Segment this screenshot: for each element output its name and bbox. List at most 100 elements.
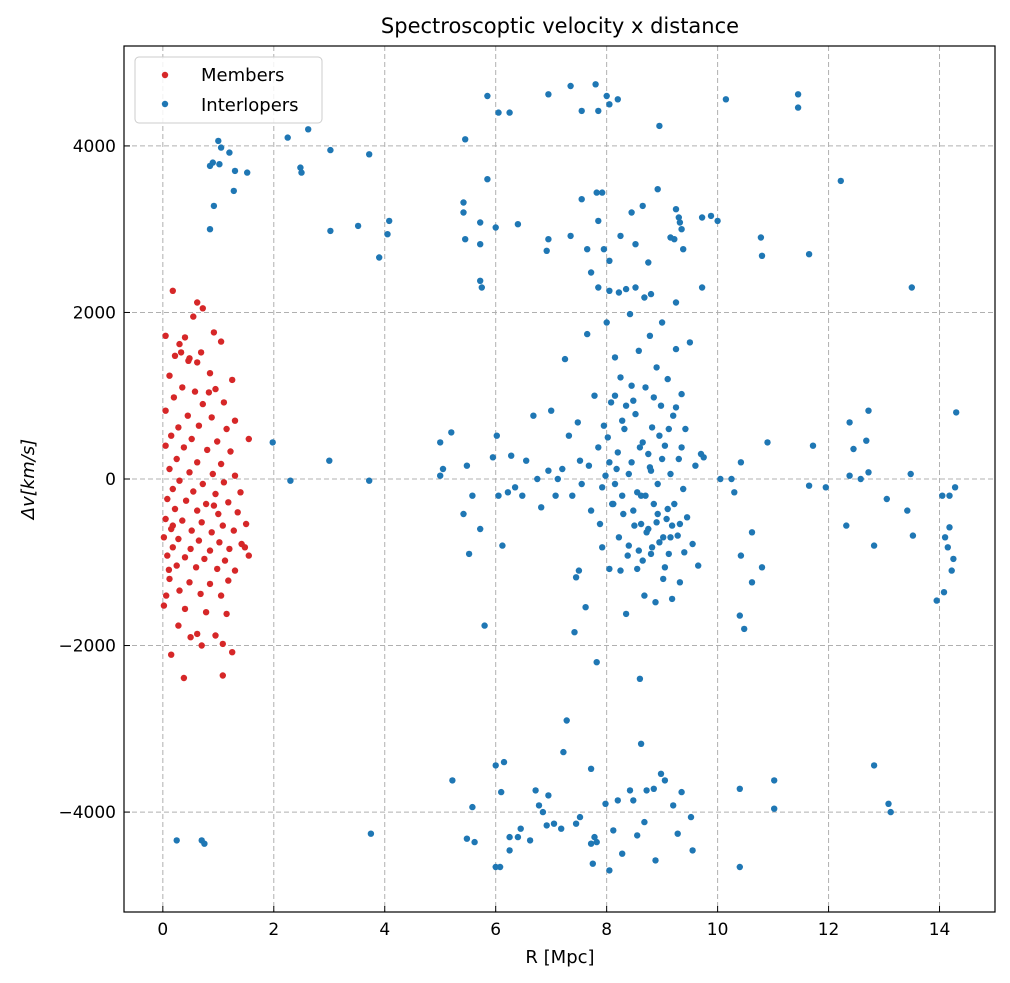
point-interlopers bbox=[572, 574, 580, 581]
point-interlopers bbox=[656, 122, 663, 130]
point-members bbox=[179, 517, 186, 524]
point-interlopers bbox=[376, 254, 383, 261]
point-interlopers bbox=[946, 492, 953, 499]
point-interlopers bbox=[231, 167, 239, 175]
point-members bbox=[162, 442, 169, 449]
point-interlopers bbox=[665, 425, 672, 433]
point-interlopers bbox=[297, 164, 304, 171]
point-interlopers bbox=[506, 833, 513, 841]
point-interlopers bbox=[366, 477, 373, 484]
point-interlopers bbox=[545, 792, 552, 799]
point-members bbox=[165, 566, 173, 573]
point-interlopers bbox=[576, 457, 584, 464]
point-interlopers bbox=[543, 247, 550, 254]
point-interlopers bbox=[645, 525, 652, 533]
point-interlopers bbox=[887, 808, 894, 816]
point-members bbox=[160, 534, 168, 541]
point-interlopers bbox=[837, 177, 844, 185]
point-interlopers bbox=[628, 209, 635, 216]
point-interlopers bbox=[484, 176, 491, 183]
point-members bbox=[215, 510, 222, 518]
point-interlopers bbox=[661, 777, 669, 784]
point-interlopers bbox=[575, 567, 583, 574]
point-members bbox=[160, 602, 168, 609]
point-interlopers bbox=[327, 146, 334, 154]
point-interlopers bbox=[951, 484, 959, 491]
point-interlopers bbox=[478, 284, 485, 291]
point-interlopers bbox=[626, 787, 634, 794]
point-interlopers bbox=[596, 520, 604, 528]
point-interlopers bbox=[665, 550, 672, 558]
point-interlopers bbox=[946, 524, 953, 531]
legend-label-interlopers: Interlopers bbox=[201, 95, 299, 116]
point-interlopers bbox=[484, 92, 491, 100]
point-interlopers bbox=[287, 477, 294, 484]
point-interlopers bbox=[674, 830, 681, 837]
point-members bbox=[179, 384, 186, 391]
point-interlopers bbox=[559, 465, 566, 473]
point-interlopers bbox=[657, 770, 665, 777]
point-interlopers bbox=[645, 259, 652, 266]
point-members bbox=[210, 329, 218, 336]
point-interlopers bbox=[676, 520, 684, 528]
point-interlopers bbox=[465, 550, 473, 558]
point-members bbox=[194, 507, 201, 514]
point-interlopers bbox=[532, 787, 539, 794]
point-members bbox=[223, 425, 230, 433]
point-interlopers bbox=[941, 534, 949, 541]
point-interlopers bbox=[653, 364, 660, 371]
point-interlopers bbox=[595, 284, 602, 291]
point-interlopers bbox=[535, 802, 543, 809]
point-interlopers bbox=[865, 469, 872, 476]
point-interlopers bbox=[683, 514, 691, 521]
point-members bbox=[208, 414, 215, 421]
point-interlopers bbox=[909, 532, 917, 539]
point-members bbox=[162, 332, 169, 339]
point-members bbox=[212, 632, 219, 639]
point-interlopers bbox=[668, 595, 676, 603]
point-members bbox=[206, 547, 214, 554]
point-interlopers bbox=[495, 492, 502, 499]
point-members bbox=[230, 527, 237, 534]
point-interlopers bbox=[471, 838, 478, 846]
y-tick-label: −2000 bbox=[58, 637, 116, 657]
point-interlopers bbox=[593, 659, 600, 666]
point-interlopers bbox=[646, 332, 654, 339]
point-interlopers bbox=[614, 96, 621, 103]
point-members bbox=[171, 352, 179, 359]
point-interlopers bbox=[477, 241, 484, 248]
point-interlopers bbox=[216, 161, 223, 168]
point-interlopers bbox=[591, 833, 598, 841]
x-tick-label: 0 bbox=[157, 920, 168, 940]
point-members bbox=[229, 376, 236, 384]
point-interlopers bbox=[201, 840, 208, 847]
point-interlopers bbox=[545, 467, 552, 474]
point-interlopers bbox=[593, 838, 600, 846]
point-interlopers bbox=[698, 214, 706, 221]
point-interlopers bbox=[437, 439, 444, 446]
point-interlopers bbox=[244, 169, 251, 176]
point-interlopers bbox=[284, 134, 291, 141]
point-interlopers bbox=[206, 226, 214, 233]
point-interlopers bbox=[846, 472, 853, 479]
point-interlopers bbox=[660, 534, 667, 541]
point-interlopers bbox=[625, 470, 632, 478]
point-interlopers bbox=[481, 622, 488, 629]
point-members bbox=[188, 435, 195, 443]
point-members bbox=[245, 435, 252, 443]
point-interlopers bbox=[687, 813, 695, 821]
point-interlopers bbox=[571, 629, 578, 636]
point-interlopers bbox=[635, 547, 642, 554]
x-tick-label: 12 bbox=[818, 920, 840, 940]
point-interlopers bbox=[606, 459, 613, 466]
point-interlopers bbox=[603, 92, 610, 100]
point-members bbox=[209, 470, 216, 478]
point-interlopers bbox=[641, 592, 648, 599]
point-members bbox=[217, 338, 225, 345]
point-members bbox=[231, 567, 239, 574]
point-interlopers bbox=[599, 189, 606, 196]
legend: Members Interlopers bbox=[134, 56, 323, 124]
point-members bbox=[181, 605, 189, 613]
point-interlopers bbox=[736, 785, 743, 792]
